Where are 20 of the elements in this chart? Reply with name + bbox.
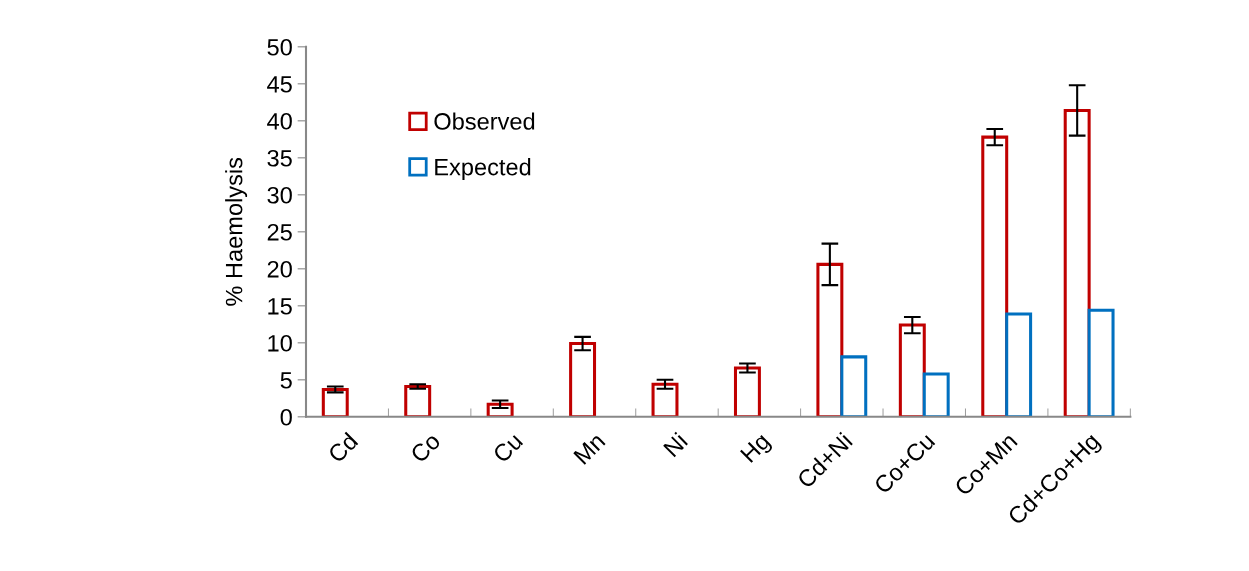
y-tick-label: 5 (280, 372, 292, 389)
y-tick-label: 10 (268, 334, 292, 352)
x-tick-label: Hg (740, 432, 774, 467)
legend-label: Observed (434, 112, 535, 130)
y-tick-label: 25 (267, 223, 292, 241)
x-tick-label: Cu (492, 432, 524, 464)
x-tick-label: Mn (573, 432, 606, 465)
y-tick-label: 50 (267, 38, 292, 56)
y-tick-label: 0 (280, 408, 292, 426)
y-axis-title: % Haemolysis (225, 157, 248, 306)
y-tick-label: 15 (268, 298, 292, 315)
x-tick-label: Ni (662, 431, 688, 458)
x-tick-label: Cd (326, 431, 359, 464)
y-tick-label: 20 (267, 260, 292, 278)
legend-label: Expected (435, 158, 531, 181)
y-tick-label: 30 (267, 186, 292, 204)
y-tick-label: 45 (267, 76, 292, 93)
x-tick-label: Co (409, 431, 442, 464)
y-tick-label: 40 (267, 112, 292, 130)
y-tick-label: 35 (267, 149, 292, 167)
